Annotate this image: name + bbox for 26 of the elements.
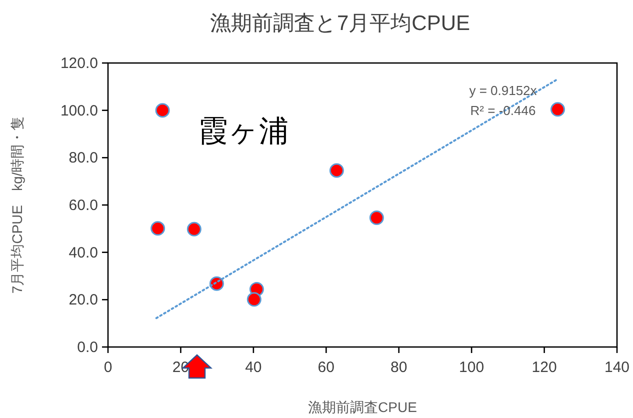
y-axis-title: 7月平均CPUE kg/時間・隻 [9,116,25,294]
annotation: y = 0.9152x [469,83,538,98]
annotation: 霞ヶ浦 [198,115,289,148]
y-tick-label: 0.0 [77,339,98,356]
x-tick-label: 60 [318,359,334,376]
x-tick-label: 80 [390,359,408,376]
point [155,103,170,118]
x-tick-label: 140 [604,359,630,376]
x-tick-label: 100 [459,359,484,376]
y-tick-label: 20.0 [68,292,98,309]
x-tick-label: 0 [104,359,112,376]
x-tick-label: 120 [532,359,557,376]
point [550,102,565,117]
y-tick-label: 80.0 [68,150,98,167]
point [369,210,384,226]
y-tick-label: 40.0 [68,244,98,262]
y-tick-label: 100.0 [60,102,98,120]
chart-title: 漁期前調査と7月平均CPUE [210,12,470,35]
x-axis-title: 漁期前調査CPUE [308,399,417,415]
point [150,221,166,236]
point [329,163,344,178]
y-tick-label: 120.0 [60,55,98,72]
point [246,292,262,307]
x-tick-label: 40 [245,359,262,376]
point [186,222,202,236]
y-tick-label: 60.0 [68,197,98,214]
